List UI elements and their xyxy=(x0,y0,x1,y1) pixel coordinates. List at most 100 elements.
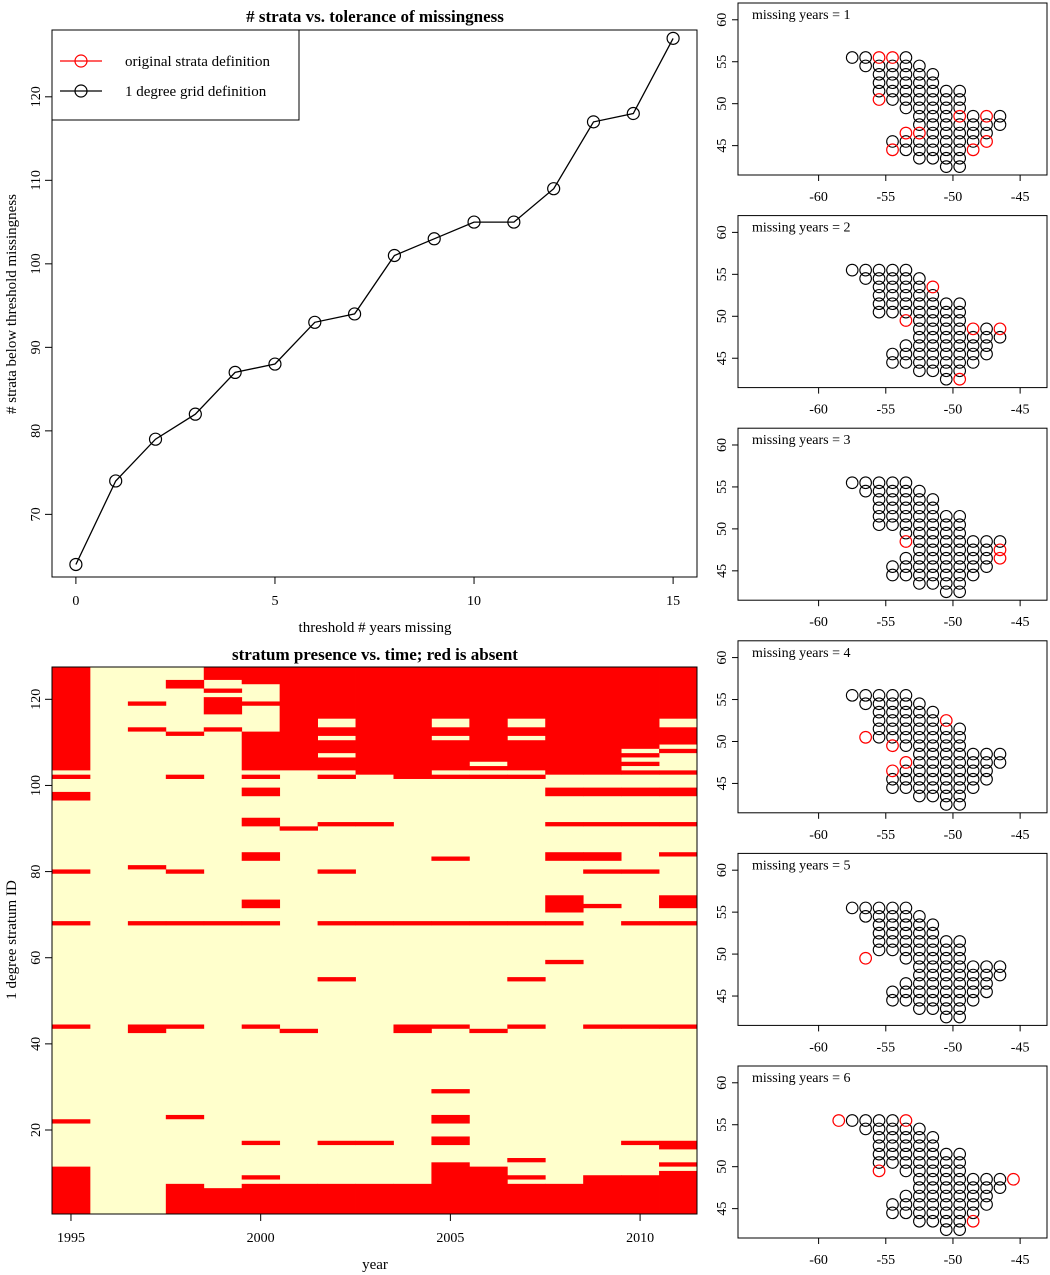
grid-cell-point xyxy=(953,551,967,565)
map-title: missing years = 1 xyxy=(752,8,851,23)
grid-cell-point xyxy=(939,101,953,115)
grid-cell-point xyxy=(872,476,886,490)
grid-cell-point xyxy=(953,322,967,336)
original-cell-point xyxy=(859,730,873,744)
x-tick-label: -55 xyxy=(876,1253,895,1268)
x-tick-label: -45 xyxy=(1011,1253,1030,1268)
absent-cell xyxy=(659,895,698,909)
absent-cell xyxy=(241,817,281,827)
grid-cell-point xyxy=(953,789,967,803)
original-cell-point xyxy=(912,126,926,140)
grid-cell-point xyxy=(953,977,967,990)
grid-cell-point xyxy=(899,1130,913,1144)
grid-cell-point xyxy=(913,101,926,115)
grid-cell-point xyxy=(899,1122,913,1136)
absent-cell xyxy=(431,1114,470,1124)
grid-cell-point xyxy=(872,705,886,719)
grid-cell-point xyxy=(966,772,980,786)
absent-cell xyxy=(545,667,584,775)
grid-cell-point xyxy=(872,730,886,744)
map-frame xyxy=(737,215,1048,389)
absent-cell xyxy=(127,921,167,926)
absent-cell xyxy=(241,921,281,926)
legend-original-label: original strata definition xyxy=(125,54,270,70)
grid-cell-point xyxy=(859,909,872,923)
grid-cell-point xyxy=(899,560,913,573)
grid-cell-point xyxy=(872,1122,886,1136)
grid-cell-point xyxy=(953,951,967,965)
grid-cell-point xyxy=(913,730,926,744)
y-tick-label: 80 xyxy=(29,424,44,438)
grid-cell-point xyxy=(913,568,926,582)
y-tick-label: 120 xyxy=(29,86,44,107)
absent-cell xyxy=(52,667,91,771)
grid-cell-point xyxy=(926,1189,940,1203)
legend-grid-label: 1 degree grid definition xyxy=(125,84,267,100)
grid-cell-point xyxy=(939,1172,953,1186)
map-frame xyxy=(737,2,1048,176)
absent-cell xyxy=(203,688,243,693)
grid-cell-point xyxy=(980,1172,993,1186)
map-frame xyxy=(737,852,1048,1026)
grid-cell-point xyxy=(939,372,953,386)
grid-cell-point xyxy=(913,330,926,344)
grid-cell-point xyxy=(939,1002,953,1015)
grid-cell-point xyxy=(899,101,913,115)
grid-cell-point xyxy=(899,926,913,940)
grid-cell-point xyxy=(939,109,953,123)
absent-cell xyxy=(431,1162,470,1214)
grid-cell-point xyxy=(980,126,993,140)
series-line xyxy=(75,38,674,565)
grid-cell-point xyxy=(966,977,980,990)
original-cell-point xyxy=(993,543,1007,557)
absent-cell xyxy=(355,822,394,827)
absent-cell xyxy=(355,1183,394,1214)
grid-cell-point xyxy=(899,67,913,81)
grid-cell-point xyxy=(886,288,899,302)
y-tick-label: 70 xyxy=(29,507,44,521)
absent-cell xyxy=(659,1024,698,1029)
grid-cell-point xyxy=(913,526,926,540)
absent-cell xyxy=(165,679,205,689)
absent-cell xyxy=(507,740,546,771)
y-tick-label: 50 xyxy=(715,947,730,961)
grid-cell-point xyxy=(913,1130,926,1144)
grid-cell-point xyxy=(953,935,967,948)
grid-cell-point xyxy=(966,560,980,573)
grid-cell-point xyxy=(953,330,967,344)
grid-cell-point xyxy=(939,968,953,982)
grid-cell-point xyxy=(926,1214,940,1228)
grid-cell-point xyxy=(899,526,913,540)
x-tick-label: -45 xyxy=(1011,403,1030,418)
original-cell-point xyxy=(886,739,899,753)
original-cell-point xyxy=(872,1164,886,1178)
absent-cell xyxy=(621,869,660,874)
grid-cell-point xyxy=(953,781,967,794)
x-tick-label: -60 xyxy=(809,403,828,418)
absent-cell xyxy=(317,667,356,719)
absent-cell xyxy=(507,1024,546,1029)
grid-cell-point xyxy=(913,714,926,727)
absent-cell xyxy=(583,852,622,861)
grid-cell-point xyxy=(926,118,940,132)
grid-cell-point xyxy=(939,1206,953,1220)
grid-cell-point xyxy=(899,143,913,157)
grid-cell-point xyxy=(926,960,940,974)
original-cell-point xyxy=(899,535,913,548)
absent-cell xyxy=(469,667,508,762)
original-cell-point xyxy=(886,764,899,778)
map-title: missing years = 4 xyxy=(752,646,851,661)
grid-cell-point xyxy=(926,756,940,769)
grid-cell-point xyxy=(939,1223,953,1236)
y-tick-label: 100 xyxy=(29,775,44,796)
absent-cell xyxy=(165,921,205,926)
absent-cell xyxy=(621,770,660,775)
grid-cell-point xyxy=(953,1164,967,1178)
grid-cell-point xyxy=(926,968,940,982)
x-tick-label: -55 xyxy=(876,1040,895,1055)
grid-cell-point xyxy=(926,560,940,573)
grid-cell-point xyxy=(859,51,872,64)
grid-cell-point xyxy=(926,347,940,361)
absent-cell xyxy=(165,1024,205,1029)
grid-cell-point xyxy=(953,756,967,769)
